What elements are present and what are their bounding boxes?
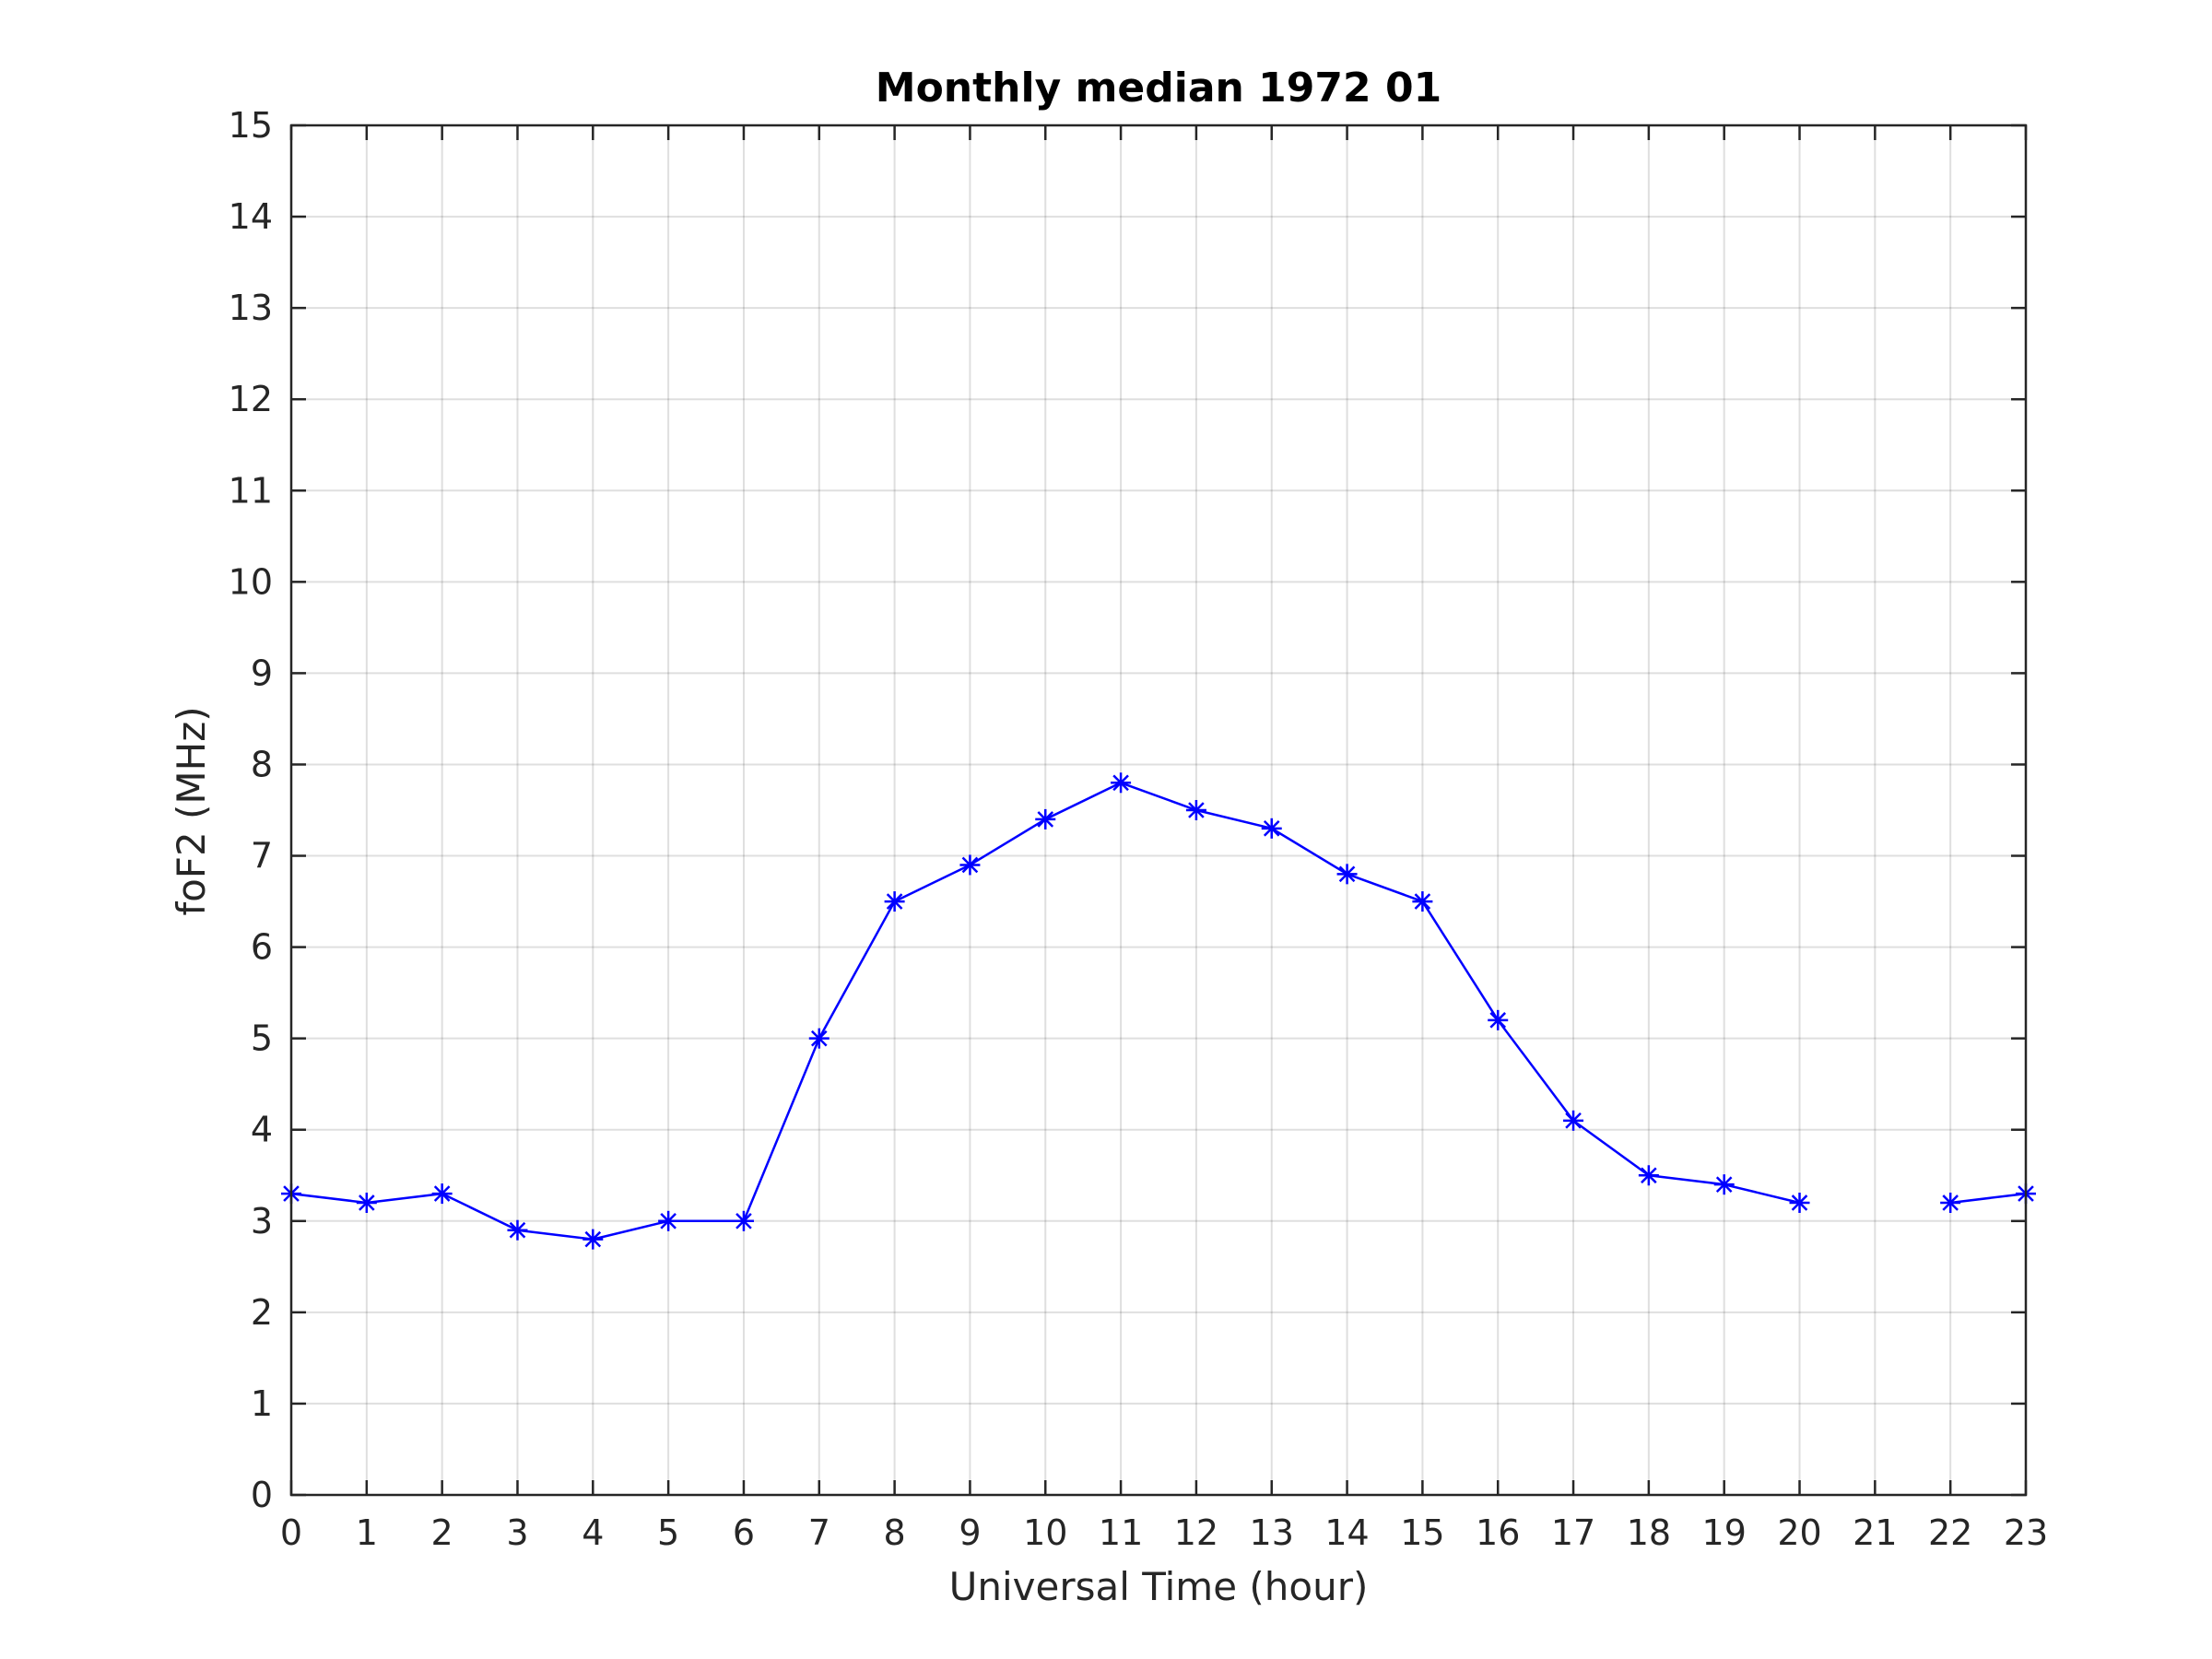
x-tick-label: 17 xyxy=(1551,1512,1595,1553)
x-axis-label: Universal Time (hour) xyxy=(949,1564,1369,1609)
plot-frame xyxy=(289,124,2028,1497)
x-tick-label: 3 xyxy=(506,1512,528,1553)
data-point xyxy=(1185,800,1206,820)
x-tick-label: 8 xyxy=(884,1512,906,1553)
chart-title: Monthly median 1972 01 xyxy=(876,65,1441,112)
y-tick-label: 10 xyxy=(229,561,273,602)
y-tick-label: 4 xyxy=(251,1110,273,1150)
y-tick-label: 13 xyxy=(229,288,273,328)
marker-stroke xyxy=(886,893,903,910)
data-point xyxy=(1713,1174,1735,1195)
x-tick-label: 18 xyxy=(1627,1512,1671,1553)
x-tick-label: 19 xyxy=(1702,1512,1747,1553)
x-tick-label: 12 xyxy=(1174,1512,1218,1553)
marker-stroke xyxy=(1414,893,1431,910)
marker-stroke xyxy=(1489,1012,1507,1029)
data-point xyxy=(884,891,905,912)
tick-marks xyxy=(289,124,2028,1497)
x-tick-labels: 0 1 2 3 4 5 6 7 8 9 10 11 12 13 14 15 16 17 18 19 20 21 22 23 xyxy=(280,1512,2048,1553)
data-point xyxy=(959,854,981,876)
marker-stroke xyxy=(1112,774,1129,792)
x-tick-label: 11 xyxy=(1099,1512,1143,1553)
data-point xyxy=(431,1183,453,1205)
y-tick-label: 11 xyxy=(229,470,273,511)
data-point xyxy=(1336,864,1358,885)
x-tick-label: 14 xyxy=(1324,1512,1369,1553)
data-point xyxy=(1261,818,1282,839)
y-tick-label: 9 xyxy=(251,653,273,693)
y-tick-label: 15 xyxy=(229,105,273,146)
data-point xyxy=(808,1028,830,1049)
data-point xyxy=(1412,891,1433,912)
data-series xyxy=(281,772,2036,1250)
x-tick-label: 22 xyxy=(1928,1512,1972,1553)
data-point xyxy=(733,1210,754,1231)
data-point xyxy=(1488,1009,1509,1030)
marker-stroke xyxy=(433,1185,451,1202)
x-tick-label: 6 xyxy=(733,1512,755,1553)
x-tick-label: 10 xyxy=(1023,1512,1067,1553)
x-tick-label: 7 xyxy=(808,1512,830,1553)
marker-stroke xyxy=(1942,1194,1959,1211)
y-tick-label: 6 xyxy=(251,927,273,968)
marker-stroke xyxy=(735,1212,752,1230)
x-tick-label: 23 xyxy=(2004,1512,2048,1553)
x-tick-label: 1 xyxy=(356,1512,378,1553)
x-tick-label: 20 xyxy=(1777,1512,1821,1553)
data-point xyxy=(582,1229,604,1250)
marker-stroke xyxy=(1715,1176,1733,1193)
x-tick-label: 21 xyxy=(1853,1512,1897,1553)
data-point xyxy=(1940,1192,1961,1213)
marker-stroke xyxy=(1037,811,1054,828)
marker-stroke xyxy=(1263,820,1280,837)
y-tick-label: 1 xyxy=(251,1383,273,1424)
y-tick-label: 14 xyxy=(229,196,273,237)
data-point xyxy=(1638,1165,1659,1186)
x-tick-label: 2 xyxy=(431,1512,453,1553)
y-tick-label: 7 xyxy=(251,836,273,877)
series-line xyxy=(1950,1192,2027,1205)
y-tick-label: 5 xyxy=(251,1018,273,1059)
y-tick-label: 12 xyxy=(229,379,273,419)
marker-stroke xyxy=(1641,1167,1657,1184)
x-tick-label: 9 xyxy=(959,1512,981,1553)
x-tick-label: 4 xyxy=(582,1512,604,1553)
marker-stroke xyxy=(359,1194,375,1211)
data-point xyxy=(356,1192,377,1213)
marker-stroke xyxy=(1338,865,1356,883)
data-point xyxy=(658,1210,679,1231)
x-tick-label: 15 xyxy=(1400,1512,1444,1553)
y-tick-label: 0 xyxy=(251,1475,273,1515)
marker-stroke xyxy=(584,1230,602,1248)
data-point xyxy=(1789,1192,1810,1213)
data-point xyxy=(1035,808,1056,830)
marker-stroke xyxy=(1188,802,1205,818)
y-axis-label: foF2 (MHz) xyxy=(169,706,214,915)
marker-stroke xyxy=(1791,1194,1808,1211)
y-tick-label: 2 xyxy=(251,1292,273,1333)
x-tick-label: 5 xyxy=(657,1512,679,1553)
data-point xyxy=(507,1219,528,1241)
y-tick-label: 8 xyxy=(251,744,273,784)
x-tick-label: 16 xyxy=(1476,1512,1520,1553)
marker-stroke xyxy=(1565,1112,1582,1129)
data-point xyxy=(1563,1110,1584,1131)
marker-stroke xyxy=(961,856,979,874)
y-tick-label: 3 xyxy=(251,1201,273,1241)
x-tick-label: 13 xyxy=(1250,1512,1294,1553)
data-point xyxy=(1111,772,1132,794)
x-tick-label: 0 xyxy=(280,1512,302,1553)
marker-stroke xyxy=(509,1221,526,1239)
marker-stroke xyxy=(660,1212,677,1230)
marker-stroke xyxy=(810,1030,828,1047)
